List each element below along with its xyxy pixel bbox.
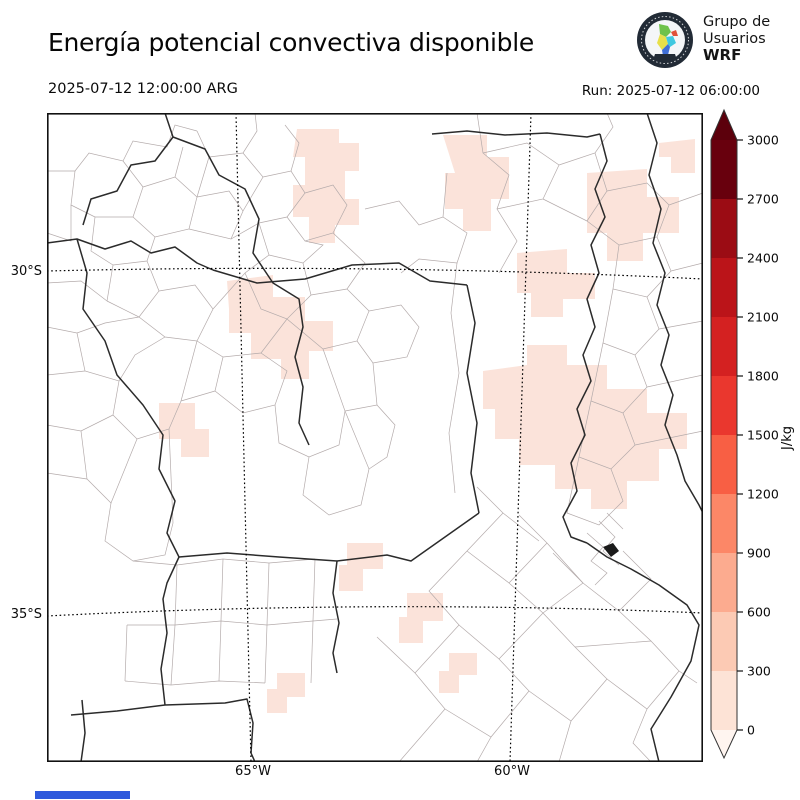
valid-time-label: 2025-07-12 12:00:00 ARG <box>48 81 238 97</box>
colorbar-tick-label: 1800 <box>747 369 779 384</box>
colorbar-over-arrow <box>711 110 737 140</box>
colorbar-tick-label: 0 <box>747 723 755 738</box>
animation-progress-bar <box>35 791 130 799</box>
colorbar-tick-label: 2400 <box>747 251 779 266</box>
colorbar-ticks <box>737 139 743 731</box>
department-borders-layer <box>46 112 704 763</box>
map-panel <box>46 112 704 763</box>
logo-org-line2: Usuarios <box>703 30 766 47</box>
colorbar-tick-label: 2700 <box>747 192 779 207</box>
gridline-30s <box>46 267 704 280</box>
logo-org-line1: Grupo de <box>703 14 771 30</box>
colorbar-segments <box>711 140 737 730</box>
colorbar-tick-label: 3000 <box>747 133 779 148</box>
colorbar-unit-label: J/kg <box>780 426 795 451</box>
colorbar-segment <box>711 317 737 376</box>
colorbar-segment <box>711 376 737 435</box>
province-borders-layer <box>46 112 704 763</box>
colorbar-segment <box>711 671 737 730</box>
colorbar-segment <box>711 612 737 671</box>
logo-text: Grupo de Usuarios WRF <box>703 14 770 64</box>
gridline-65w <box>235 112 252 763</box>
page-title: Energía potencial convectiva disponible <box>48 28 534 57</box>
run-time-label: Run: 2025-07-12 06:00:00 <box>581 83 760 99</box>
colorbar-tick-label: 300 <box>747 664 771 679</box>
lon-label-60w: 60°W <box>494 764 530 779</box>
wrf-logo <box>635 10 795 72</box>
logo-org-line3: WRF <box>703 46 742 64</box>
colorbar-segment <box>711 494 737 553</box>
colorbar-under-arrow <box>711 730 737 758</box>
map-svg <box>46 112 704 763</box>
colorbar-tick-label: 1500 <box>747 428 779 443</box>
colorbar-segment <box>711 140 737 199</box>
wrf-globe-emblem-icon <box>637 12 693 68</box>
buenos-aires-city-marker <box>603 543 619 557</box>
lon-label-65w: 65°W <box>235 764 271 779</box>
gridline-35s <box>46 606 704 617</box>
colorbar-segment <box>711 435 737 494</box>
colorbar-tick-label: 600 <box>747 605 771 620</box>
colorbar-segment <box>711 258 737 317</box>
colorbar-tick-label: 1200 <box>747 487 779 502</box>
graticule-layer <box>46 112 704 763</box>
cape-shading-layer <box>159 129 695 713</box>
colorbar: 3000 2700 2400 2100 1800 1500 1200 900 6… <box>705 105 800 769</box>
colorbar-segment <box>711 199 737 258</box>
gridline-60w <box>509 112 532 763</box>
lat-label-30s: 30°S <box>10 264 42 279</box>
colorbar-tick-label: 900 <box>747 546 771 561</box>
colorbar-segment <box>711 553 737 612</box>
colorbar-tick-label: 2100 <box>747 310 779 325</box>
lat-label-35s: 35°S <box>10 607 42 622</box>
colorbar-svg: 3000 2700 2400 2100 1800 1500 1200 900 6… <box>710 108 795 760</box>
map-frame <box>47 113 704 763</box>
